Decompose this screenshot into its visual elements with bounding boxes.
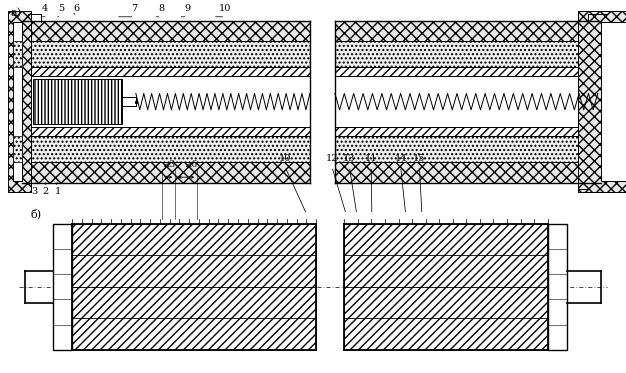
Bar: [335, 21, 601, 41]
Bar: [22, 67, 310, 76]
Bar: [13, 136, 22, 162]
Bar: [335, 136, 601, 162]
Bar: [53, 224, 72, 350]
Text: 13: 13: [343, 154, 356, 163]
Text: 6: 6: [73, 4, 80, 13]
Bar: [13, 22, 22, 181]
Bar: [601, 22, 626, 181]
Bar: [335, 41, 601, 67]
Text: 12: 12: [326, 154, 338, 163]
Bar: [22, 127, 310, 136]
Bar: [335, 76, 601, 127]
Bar: [13, 41, 22, 67]
Bar: [335, 127, 601, 136]
Bar: [548, 224, 567, 350]
Bar: [72, 224, 316, 350]
Text: ≥6: ≥6: [184, 160, 198, 169]
Bar: [8, 11, 31, 192]
Bar: [22, 162, 310, 183]
Bar: [335, 67, 601, 76]
Text: 15: 15: [413, 154, 426, 163]
Bar: [22, 21, 310, 41]
Bar: [578, 11, 626, 192]
Text: 8: 8: [158, 4, 165, 13]
Text: 5: 5: [58, 4, 64, 13]
Text: ≥3: ≥3: [163, 160, 175, 169]
Bar: [22, 41, 310, 67]
Text: 10: 10: [219, 4, 232, 13]
Text: а): а): [10, 8, 21, 19]
Text: 14: 14: [394, 154, 407, 163]
Text: 9: 9: [185, 4, 191, 13]
Bar: [22, 76, 310, 127]
Bar: [122, 97, 136, 106]
Text: 11: 11: [365, 154, 377, 163]
Bar: [344, 224, 548, 350]
Bar: [22, 136, 310, 162]
Text: 10: 10: [279, 154, 291, 163]
Text: б): б): [30, 209, 41, 220]
Text: 1: 1: [55, 187, 61, 196]
Text: 2: 2: [43, 187, 49, 196]
Text: 4: 4: [42, 4, 48, 13]
Text: 7: 7: [131, 4, 138, 13]
Bar: [335, 162, 601, 183]
Bar: [33, 79, 122, 124]
Text: 3: 3: [31, 187, 38, 196]
